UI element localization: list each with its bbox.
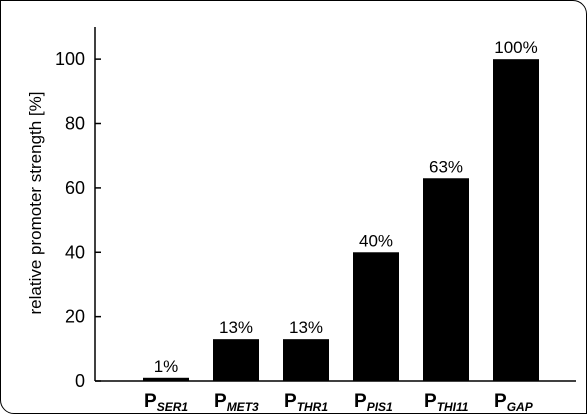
data-label: 63% bbox=[429, 157, 463, 176]
y-tick-label: 0 bbox=[75, 371, 85, 391]
y-tick-label: 80 bbox=[65, 114, 85, 134]
x-category-label: PSER1 bbox=[144, 391, 188, 414]
y-tick-label: 40 bbox=[65, 242, 85, 262]
data-label: 13% bbox=[219, 318, 253, 337]
bar bbox=[353, 252, 399, 381]
data-label: 100% bbox=[494, 38, 537, 57]
bar bbox=[213, 339, 259, 381]
x-category-label: PMET3 bbox=[214, 391, 259, 414]
x-category-label: PTHI11 bbox=[424, 391, 469, 414]
y-tick-label: 60 bbox=[65, 178, 85, 198]
bar bbox=[143, 377, 189, 381]
bar bbox=[283, 339, 329, 381]
x-category-label: PPIS1 bbox=[354, 391, 393, 414]
bar bbox=[423, 178, 469, 381]
data-labels: 1% 13% 13% 40% 63% 100% bbox=[154, 38, 538, 376]
data-label: 1% bbox=[154, 357, 179, 376]
bar bbox=[493, 59, 539, 381]
y-tick-label: 100 bbox=[55, 49, 85, 69]
y-tick-label: 20 bbox=[65, 307, 85, 327]
bars bbox=[143, 59, 539, 381]
x-category-label: PGAP bbox=[494, 391, 534, 414]
category-labels: PSER1 PMET3 PTHR1 PPIS1 PTHI11 PGAP bbox=[144, 391, 534, 414]
data-label: 40% bbox=[359, 231, 393, 250]
x-category-label: PTHR1 bbox=[284, 391, 328, 414]
y-axis-label: relative promoter strength [%] bbox=[26, 92, 45, 315]
data-label: 13% bbox=[289, 318, 323, 337]
